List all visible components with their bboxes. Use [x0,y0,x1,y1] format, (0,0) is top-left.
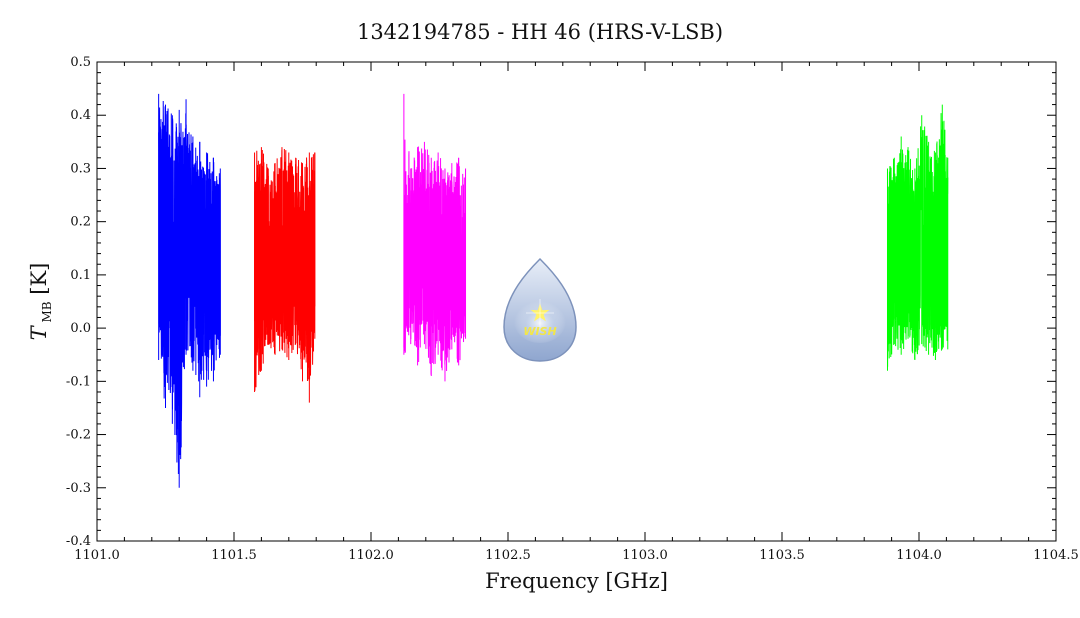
spectrum-line-2 [403,139,467,375]
y-tick-label: -0.2 [66,428,91,443]
spectrum-line-0 [158,101,221,474]
x-tick-label: 1104.0 [896,548,942,563]
x-tick-label: 1103.5 [759,548,805,563]
y-tick-label: 0.2 [70,215,91,230]
y-tick-label: 0.5 [70,55,91,70]
spectrum-series-0 [158,93,221,488]
y-tick-label: 0.1 [70,268,91,283]
x-tick-label: 1101.5 [211,548,257,563]
x-tick-label: 1103.0 [622,548,668,563]
x-tick-label: 1102.0 [348,548,394,563]
plot-layer: 1101.0 1101.5 1102.0 1102.5 1103.0 1103.5 1104… [27,55,1079,593]
y-tick-label: -0.1 [66,374,91,389]
y-axis-label: T MB [K] [27,263,54,341]
y-tick-label: 0.4 [70,108,91,123]
x-tick-label: 1102.5 [485,548,531,563]
x-tick-label: 1104.5 [1033,548,1079,563]
wish-star-icon [526,299,554,327]
y-tick-label: 0.0 [70,321,91,336]
plot-frame [96,61,1057,542]
x-axis-label: Frequency [GHz] [485,569,668,593]
spectrum-series-3 [886,104,949,371]
y-tick-label: 0.3 [70,161,91,176]
spectrum-series-1 [254,147,316,403]
x-tick-label: 1101.0 [74,548,120,563]
spectrum-line-1 [254,149,316,391]
chart-title: 1342194785 - HH 46 (HRS-V-LSB) [357,20,723,44]
wish-logo-text: WISH [523,325,556,338]
spectrum-series-2 [403,93,467,382]
y-tick-label: -0.3 [66,481,91,496]
y-tick-label: -0.4 [66,534,91,549]
wish-logo: WISH [503,257,577,362]
spectrum-line-3 [886,113,949,367]
